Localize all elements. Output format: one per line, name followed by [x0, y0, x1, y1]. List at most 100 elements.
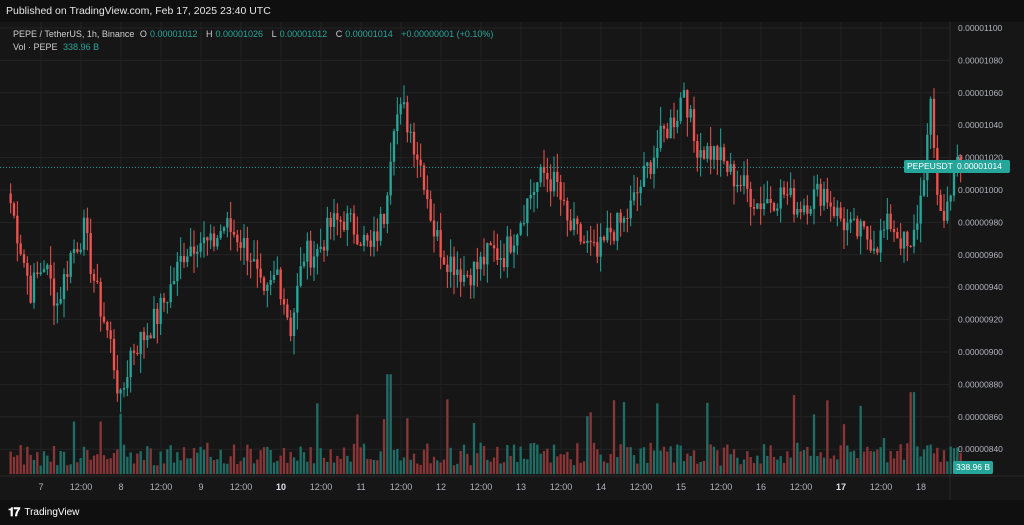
volume-bar — [436, 460, 439, 474]
y-tick-label: 0.00001040 — [958, 120, 1003, 130]
volume-bar — [629, 447, 632, 474]
volume-bar — [546, 448, 549, 474]
volume-bar — [519, 446, 522, 474]
volume-bar — [352, 443, 356, 474]
candle-body — [289, 317, 292, 337]
volume-bar — [902, 459, 906, 474]
candle-body — [849, 219, 852, 223]
volume-bar — [322, 457, 326, 474]
volume-bar — [679, 445, 682, 474]
volume-bar — [176, 452, 179, 474]
candle-body — [729, 164, 732, 172]
candle-body — [802, 205, 806, 213]
candle-body — [146, 335, 149, 341]
candle-body — [326, 217, 329, 251]
candle-body — [839, 207, 842, 219]
tradingview-logo-icon[interactable]: 𝟏𝟕 — [8, 505, 20, 519]
volume-bar — [449, 447, 452, 474]
volume-bar — [196, 452, 199, 474]
candle-body — [599, 236, 602, 257]
volume-bar — [596, 449, 599, 474]
volume-bar — [482, 445, 486, 474]
footer-bar: 𝟏𝟕 TradingView — [0, 500, 1024, 525]
volume-bar — [612, 400, 616, 474]
chart-legend: PEPE / TetherUS, 1h, Binance O 0.00001012… — [13, 28, 496, 54]
volume-bar — [402, 457, 406, 474]
volume-bar — [726, 444, 729, 474]
candle-body — [106, 321, 109, 331]
volume-bar — [812, 414, 816, 474]
chart-frame[interactable] — [0, 22, 1024, 500]
candle-body — [939, 194, 942, 211]
candle-body — [86, 217, 89, 233]
candle-body — [569, 220, 572, 231]
candle-body — [922, 180, 926, 196]
x-tick-label: 12:00 — [310, 482, 333, 492]
volume-bar — [579, 462, 582, 474]
y-tick-label: 0.00000940 — [958, 282, 1003, 292]
candle-body — [126, 377, 129, 389]
candle-body — [696, 140, 699, 158]
candle-body — [782, 187, 786, 195]
volume-bar — [212, 459, 216, 474]
candle-body — [572, 218, 576, 231]
candle-body — [809, 208, 812, 214]
x-tick-label: 13 — [516, 482, 526, 492]
candle-body — [419, 159, 422, 166]
volume-bar — [79, 458, 82, 474]
candle-body — [476, 261, 479, 270]
volume-bar — [949, 446, 952, 474]
volume-bar — [362, 443, 366, 474]
candle-body — [892, 228, 896, 233]
candle-body — [546, 172, 549, 180]
candle-body — [492, 245, 496, 249]
candle-body — [402, 102, 406, 105]
candle-body — [482, 256, 486, 265]
candle-body — [39, 272, 42, 275]
candle-body — [19, 243, 22, 255]
volume-bar — [502, 462, 506, 474]
candle-body — [816, 183, 819, 190]
candle-body — [366, 234, 369, 241]
candle-body — [22, 254, 26, 263]
volume-bar — [516, 462, 519, 474]
volume-bar — [389, 374, 392, 474]
volume-bar — [459, 450, 462, 474]
candle-body — [682, 90, 686, 98]
volume-bar — [746, 451, 749, 474]
footer-brand[interactable]: TradingView — [24, 507, 80, 518]
candle-body — [232, 231, 236, 235]
volume-bar — [306, 461, 309, 474]
x-tick-label: 8 — [118, 482, 123, 492]
volume-bar — [296, 460, 299, 474]
volume-bar — [419, 464, 422, 474]
x-tick-label: 12:00 — [630, 482, 653, 492]
candle-body — [346, 213, 349, 231]
volume-bar — [32, 459, 36, 474]
candle-body — [672, 117, 676, 128]
volume-bar — [716, 450, 719, 474]
candle-body — [176, 261, 179, 282]
volume-bar — [62, 451, 66, 474]
legend-volume-row: Vol · PEPE 338.96 B — [13, 41, 496, 54]
volume-bar — [882, 437, 886, 474]
candle-body — [606, 227, 609, 241]
candle-body — [406, 102, 409, 133]
volume-bar — [169, 445, 172, 474]
candle-body — [642, 165, 646, 187]
candle-body — [869, 239, 872, 251]
volume-bar — [592, 442, 596, 474]
volume-bar — [786, 451, 789, 474]
volume-bar — [52, 446, 56, 474]
legend-symbol[interactable]: PEPE / TetherUS, 1h, Binance — [13, 29, 135, 39]
volume-bar — [289, 451, 292, 474]
price-chart[interactable]: 0.00001100 0.00001080 0.00001060 0.00001040… — [0, 22, 1024, 500]
candle-body — [239, 242, 242, 248]
candle-body — [556, 171, 559, 183]
volume-bar — [249, 448, 252, 474]
volume-bar — [652, 450, 656, 474]
candle-body — [209, 233, 212, 241]
legend-volume-label[interactable]: Vol · PEPE — [13, 42, 58, 52]
candle-body — [756, 203, 759, 209]
volume-bar — [412, 453, 416, 474]
